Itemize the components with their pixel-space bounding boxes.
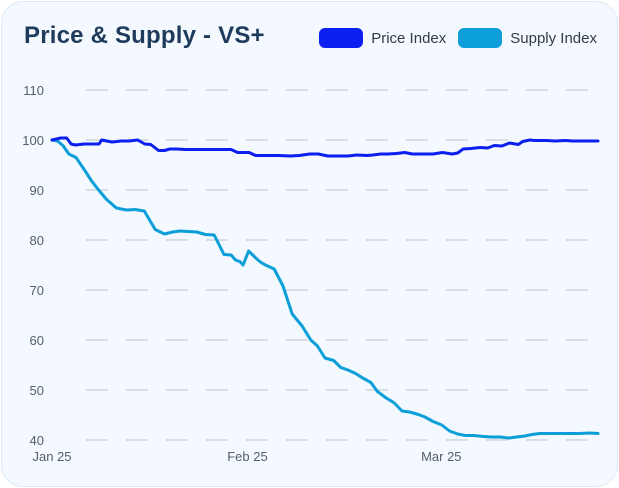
y-tick-label: 80 <box>30 233 44 248</box>
y-axis-ticks: 40 50 60 70 80 90 100 110 <box>22 83 44 448</box>
x-tick-label: Feb 25 <box>227 449 267 464</box>
y-tick-label: 100 <box>22 133 44 148</box>
series-line-supply-index <box>50 138 600 440</box>
y-tick-label: 40 <box>30 433 44 448</box>
legend-item-price-index[interactable]: Price Index <box>319 28 446 48</box>
series-line-price-index <box>50 136 600 158</box>
legend-label-price-index: Price Index <box>371 29 447 47</box>
legend-item-supply-index[interactable]: Supply Index <box>458 28 597 48</box>
legend-swatch-supply-index <box>458 28 503 48</box>
x-axis-ticks: Jan 25 Feb 25 Mar 25 <box>32 449 461 464</box>
series-lines <box>50 136 600 440</box>
y-tick-label: 90 <box>30 183 44 198</box>
x-tick-label: Mar 25 <box>421 449 461 464</box>
legend-swatch-price-index <box>319 28 364 48</box>
legend-label-supply-index: Supply Index <box>510 29 597 47</box>
chart-legend: Price Index Supply Index <box>307 28 597 48</box>
x-tick-label: Jan 25 <box>32 449 71 464</box>
y-tick-label: 60 <box>30 333 44 348</box>
y-tick-label: 70 <box>30 283 44 298</box>
y-tick-label: 50 <box>30 383 44 398</box>
chart-title: Price & Supply - VS+ <box>24 22 265 49</box>
y-tick-label: 110 <box>23 83 44 98</box>
gridlines <box>86 89 598 441</box>
